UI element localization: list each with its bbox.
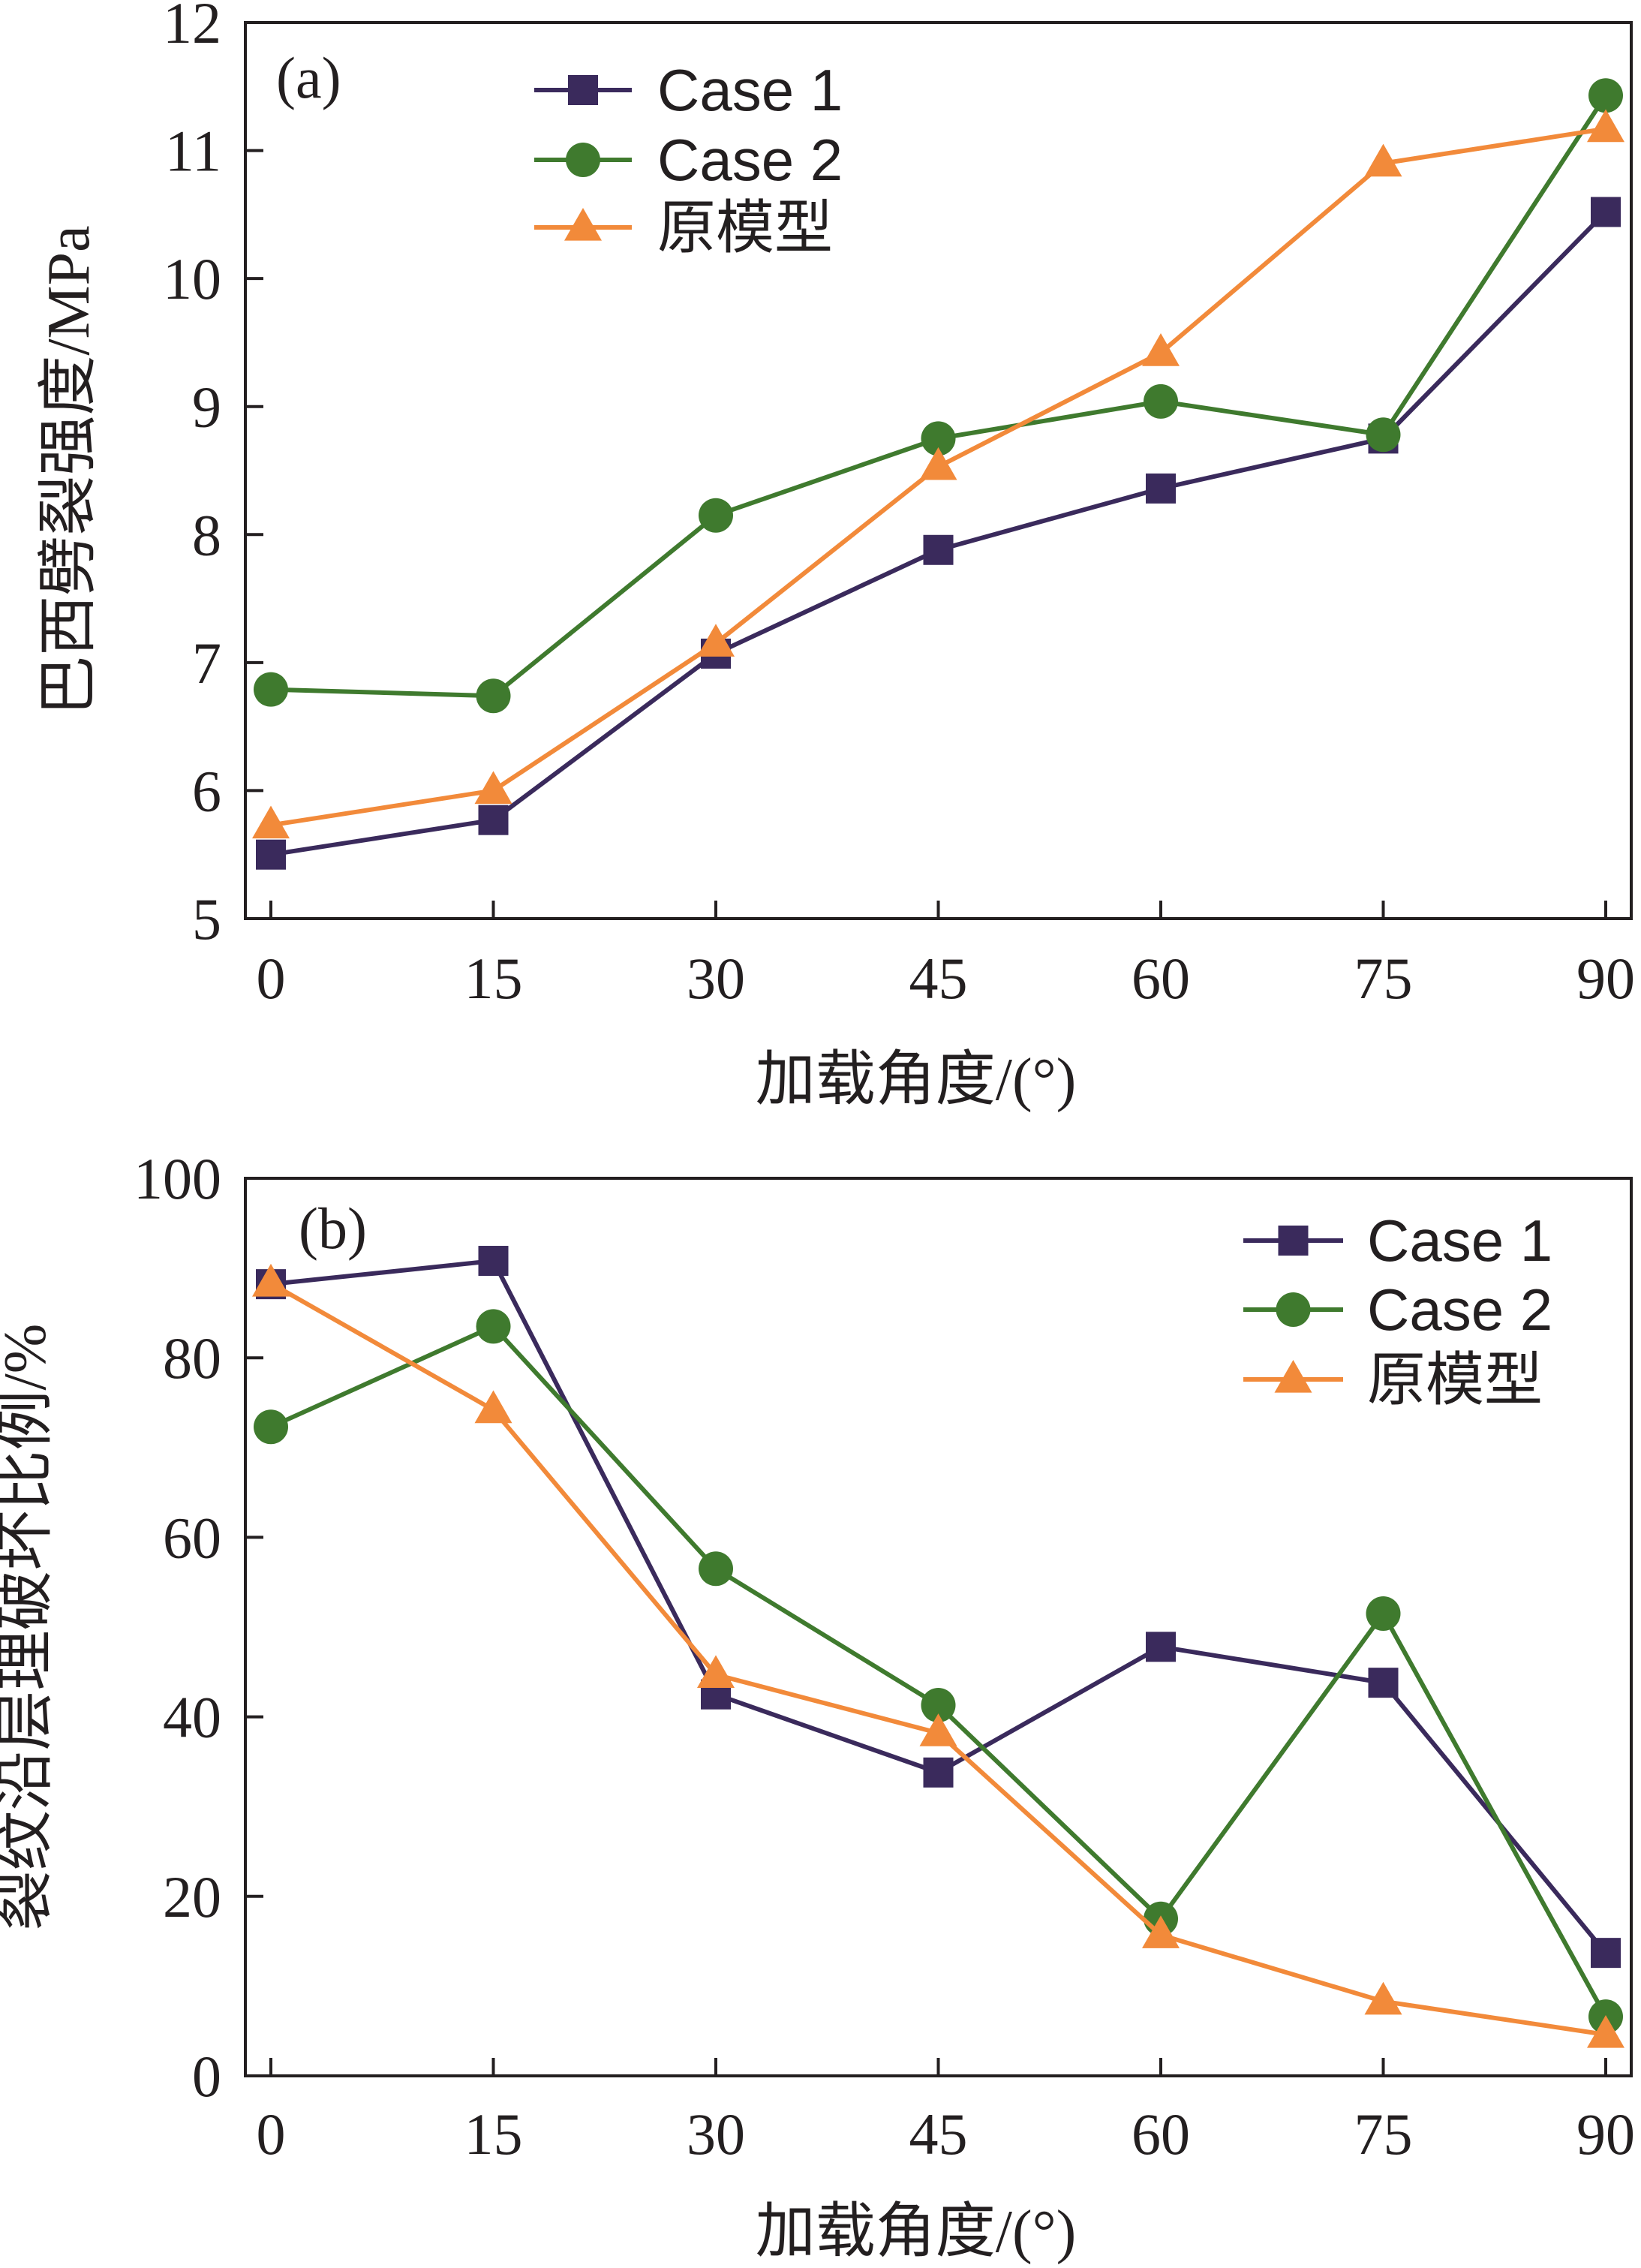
panel-a-data-point — [697, 624, 735, 657]
panel-a-data-point — [252, 805, 290, 839]
panel-a-legend-marker — [564, 207, 602, 241]
panel-b-y-tick-label: 40 — [163, 1685, 221, 1750]
panel-a-x-tick-label: 60 — [1132, 946, 1190, 1011]
panel-a-legend-label: 原模型 — [657, 195, 833, 260]
panel-b-data-point — [921, 1688, 956, 1723]
panel-b-data-point — [1368, 1668, 1399, 1698]
panel-b-data-point — [1142, 1915, 1180, 1948]
panel-b-legend-marker — [1274, 1359, 1312, 1393]
panel-b-x-tick-label: 30 — [687, 2101, 745, 2167]
panel-a-data-point — [1144, 384, 1178, 419]
panel-a-x-tick-label: 75 — [1354, 946, 1413, 1011]
panel-b-series-line — [269, 1324, 1608, 2018]
panel-a-data-point — [699, 498, 733, 533]
panel-b-data-point — [699, 1551, 733, 1587]
panel-a-legend-marker — [566, 143, 600, 177]
panel-a-series-line — [270, 210, 1608, 857]
panel-a-x-tick-label: 45 — [909, 946, 968, 1011]
panel-a-y-tick-label: 5 — [192, 886, 221, 952]
panel-a-y-tick-label: 10 — [163, 246, 221, 311]
panel-a-x-tick-label: 90 — [1576, 946, 1635, 1011]
panel-a-data-point — [1142, 333, 1180, 366]
panel-a-data-point — [1588, 78, 1623, 113]
panel-b-x-tick-label: 0 — [257, 2101, 286, 2167]
panel-a-legend-label: Case 2 — [657, 127, 843, 193]
panel-a-y-tick-label: 12 — [163, 0, 221, 56]
panel-b-legend-label: 原模型 — [1367, 1347, 1543, 1412]
panel-a-x-axis-label: 加载角度/(°) — [756, 1047, 1077, 1113]
panel-b-data-point — [923, 1757, 954, 1788]
panel-b-x-tick-label: 15 — [464, 2101, 523, 2167]
panel-a-data-point — [476, 678, 511, 714]
panel-b-data-point — [476, 1309, 511, 1344]
panel-b-x-tick-label: 90 — [1576, 2101, 1635, 2167]
panel-a-data-point — [1587, 109, 1624, 143]
panel-b-data-point — [1591, 1938, 1621, 1969]
panel-b-series-2 — [254, 1309, 1623, 2035]
panel-b-data-point — [1364, 1981, 1402, 2015]
panel-a-data-point — [478, 805, 509, 835]
panel-b-y-tick-label: 80 — [163, 1325, 221, 1391]
panel-a-y-tick-label: 8 — [192, 502, 221, 567]
panel-b-y-tick-label: 0 — [192, 2044, 221, 2109]
panel-a-data-point — [921, 421, 956, 456]
panel-a-data-point — [1146, 473, 1176, 504]
panel-a-legend-label: Case 1 — [657, 57, 843, 123]
panel-b-y-tick-label: 60 — [163, 1505, 221, 1570]
panel-b-data-point — [478, 1246, 509, 1277]
panel-a-y-tick-label: 9 — [192, 374, 221, 440]
panel-a-series-3 — [252, 109, 1624, 839]
panel-b-x-tick-label: 60 — [1132, 2101, 1190, 2167]
panel-a-data-point — [1364, 143, 1402, 177]
panel-a-data-point — [923, 534, 954, 565]
panel-b-legend-marker — [1276, 1292, 1311, 1327]
panel-b-x-tick-label: 75 — [1354, 2101, 1413, 2167]
panel-b-legend-label: Case 1 — [1367, 1208, 1552, 1274]
panel-a-y-tick-label: 6 — [192, 758, 221, 823]
panel-a-data-point — [474, 771, 512, 805]
panel-b-data-point — [1146, 1632, 1176, 1662]
panel-a-data-point — [1591, 197, 1621, 227]
panel-b-x-tick-label: 45 — [909, 2101, 968, 2167]
panel-a-x-tick-label: 0 — [257, 946, 286, 1011]
panel-b-chart: 0 15 30 45 60 75 90 0 20 40 60 80 100 加载角度/(°) 裂纹沿层理破坏… — [0, 1146, 1635, 2265]
panel-b-data-point — [697, 1655, 735, 1689]
panel-a-series-2 — [254, 78, 1623, 714]
panel-b-panel-label: (b) — [299, 1196, 367, 1261]
panel-a-panel-label: (a) — [276, 45, 341, 110]
panel-a-series-line — [270, 94, 1608, 699]
panel-b-data-point — [1366, 1596, 1401, 1632]
panel-b-series-1 — [256, 1246, 1621, 1969]
panel-b-data-point — [252, 1263, 290, 1297]
panel-a-series-1 — [256, 197, 1621, 870]
panel-a-data-point — [919, 447, 957, 480]
panel-a-y-axis-label: 巴西劈裂强度/MPa — [36, 225, 102, 715]
panel-a-legend-marker — [568, 75, 598, 105]
panel-b-data-point — [919, 1713, 957, 1746]
panel-a-x-tick-label: 15 — [464, 946, 523, 1011]
panel-a-y-tick-label: 11 — [165, 119, 221, 184]
panel-b-legend-marker — [1278, 1226, 1309, 1256]
panel-b-y-tick-label: 100 — [134, 1146, 221, 1211]
panel-b-data-point — [474, 1390, 512, 1424]
panel-b-data-point — [1587, 2014, 1624, 2048]
panel-b-x-axis-label: 加载角度/(°) — [756, 2199, 1077, 2265]
panel-b-series-3 — [252, 1263, 1624, 2048]
panel-a-chart: 0 15 30 45 60 75 90 5 6 7 8 9 10 11 12 加载角度/(°) 巴西劈裂强度/M… — [36, 0, 1635, 1113]
panel-a-data-point — [1366, 417, 1401, 453]
panel-a-x-tick-label: 30 — [687, 946, 745, 1011]
panel-a-data-point — [256, 839, 286, 870]
panel-b-data-point — [254, 1409, 288, 1445]
panel-a-y-tick-label: 7 — [192, 630, 221, 696]
panel-b-legend-label: Case 2 — [1367, 1277, 1552, 1343]
panel-b-y-tick-label: 20 — [163, 1864, 221, 1930]
panel-a-data-point — [254, 672, 288, 707]
panel-b-y-axis-label: 裂纹沿层理破坏比例/% — [0, 1324, 59, 1931]
